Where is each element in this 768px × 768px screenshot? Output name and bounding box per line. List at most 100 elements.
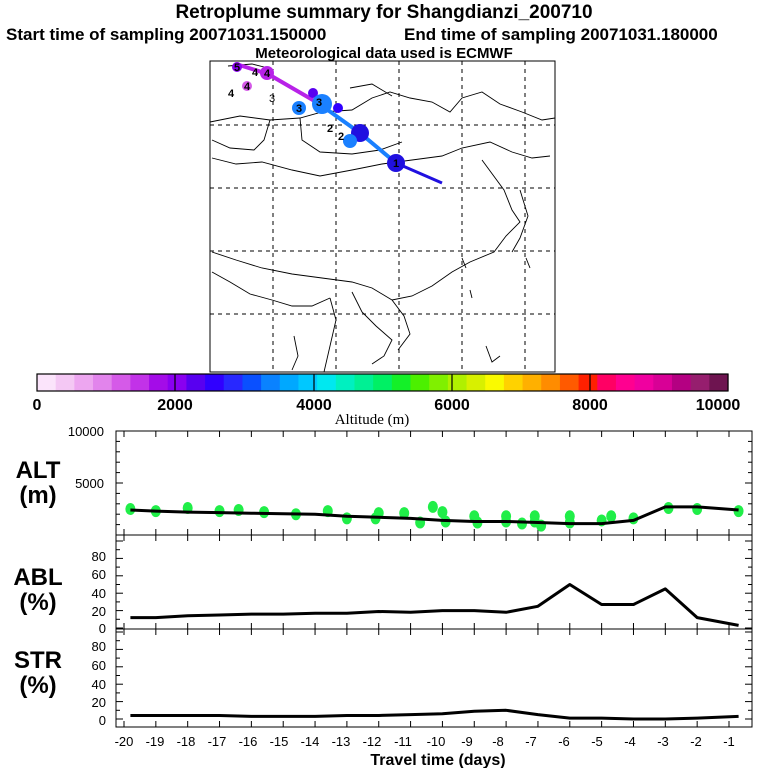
abl-ytick: 60 — [92, 567, 106, 582]
str-panel-frame — [115, 628, 753, 728]
abl-label: ABL — [13, 564, 62, 591]
colorbar-cell — [354, 374, 374, 391]
cluster-label: 4 — [252, 67, 259, 79]
x-tick-label: -13 — [332, 734, 351, 749]
colorbar-cell — [149, 374, 169, 391]
x-tick-labels: -20 -19 -18 -17 -16 -15 -14 -13 -12 -11 … — [115, 734, 735, 749]
colorbar-cell — [130, 374, 150, 391]
x-tick-label: -2 — [690, 734, 702, 749]
alt-scatter — [125, 500, 744, 532]
x-tick-label: -5 — [591, 734, 603, 749]
colorbar-cell — [261, 374, 281, 391]
str-ytick: 80 — [92, 639, 106, 654]
alt-scatter-point — [125, 503, 136, 515]
colorbar-cell — [709, 374, 729, 391]
abl-ytick: 40 — [92, 586, 106, 601]
colorbar-cell — [410, 374, 430, 391]
str-ytick: 40 — [92, 677, 106, 692]
colorbar-cell — [279, 374, 300, 391]
alt-scatter-point — [427, 500, 438, 513]
colorbar-cell — [242, 374, 262, 391]
abl-unit: (%) — [19, 589, 56, 616]
colorbar-cell — [615, 374, 636, 391]
cluster-label: 2 — [327, 123, 333, 135]
colorbar-cell — [429, 374, 449, 391]
colorbar-cell — [690, 374, 710, 391]
map-borders — [209, 63, 556, 373]
x-tick-label: -20 — [115, 734, 134, 749]
colorbar-cell — [485, 374, 505, 391]
series-lines — [130, 505, 739, 721]
x-tick-label: -10 — [427, 734, 446, 749]
colorbar-cell — [317, 374, 337, 391]
cluster-label: 4 — [264, 68, 271, 80]
str-ytick: 60 — [92, 658, 106, 673]
cluster-label: 4 — [244, 81, 251, 93]
x-tick-label: -18 — [177, 734, 196, 749]
abl-series-line — [130, 583, 739, 627]
colorbar-cell — [373, 374, 393, 391]
x-tick-label: -4 — [624, 734, 636, 749]
x-tick-label: -12 — [363, 734, 382, 749]
colorbar-cell — [597, 374, 617, 391]
start-time-label: Start time of sampling 20071031.150000 — [6, 25, 327, 44]
colorbar-cell — [541, 374, 561, 391]
colorbar-tick: 0 — [33, 397, 42, 414]
colorbar-label: Altitude (m) — [335, 412, 410, 428]
x-tick-label: -14 — [301, 734, 320, 749]
colorbar-tick: 2000 — [157, 397, 193, 414]
colorbar-cell — [578, 374, 598, 391]
x-tick-label: -11 — [394, 734, 412, 749]
trajectory-clusters — [232, 62, 405, 172]
met-data-label: Meteorological data used is ECMWF — [255, 45, 513, 62]
alt-series-line — [130, 505, 739, 526]
chart-title: Retroplume summary for Shangdianzi_20071… — [175, 2, 593, 23]
alt-label: ALT — [16, 457, 61, 484]
str-series-line — [130, 708, 739, 721]
map-frame — [209, 60, 556, 373]
x-axis-label: Travel time (days) — [370, 752, 505, 768]
colorbar-cell — [223, 374, 244, 391]
colorbar-cell — [298, 374, 318, 391]
colorbar-cell — [205, 374, 225, 391]
colorbar-cell — [671, 374, 692, 391]
cluster-label: 5 — [234, 62, 240, 74]
map-panel: 1 2 2 3 3 3 4 4 4 4 5 — [209, 60, 556, 373]
abl-ytick: 20 — [92, 604, 106, 619]
alt-scatter-point — [341, 512, 352, 525]
x-tick-label: -8 — [492, 734, 504, 749]
colorbar-cell — [466, 374, 486, 391]
colorbar-cell — [391, 374, 412, 391]
abl-ytick: 0 — [99, 621, 106, 636]
y-tick-labels: 10000 5000 80 60 40 20 0 80 60 40 20 0 — [68, 424, 106, 728]
str-ytick: 20 — [92, 695, 106, 710]
x-tick-label: -7 — [525, 734, 537, 749]
colorbar-cell — [186, 374, 206, 391]
x-tick-label: -19 — [146, 734, 165, 749]
colorbar-cell — [634, 374, 654, 391]
end-time-label: End time of sampling 20071031.180000 — [404, 25, 718, 44]
x-tick-label: -9 — [461, 734, 473, 749]
colorbar-tick: 10000 — [696, 397, 741, 414]
alt-ytick: 5000 — [75, 476, 104, 491]
panel-labels: ALT (m) ABL (%) STR (%) — [13, 457, 62, 699]
colorbar-cell — [111, 374, 131, 391]
axis-ticks — [116, 430, 752, 727]
colorbar-cells — [37, 374, 729, 391]
colorbar-cell — [522, 374, 542, 391]
colorbar-cell — [93, 374, 113, 391]
abl-ytick: 80 — [92, 549, 106, 564]
x-tick-label: -15 — [270, 734, 289, 749]
str-unit: (%) — [19, 672, 56, 699]
cluster-label: 3 — [296, 103, 302, 115]
timeseries-panels: ALT (m) ABL (%) STR (%) 10000 5000 80 60… — [13, 424, 753, 768]
colorbar-cell — [37, 374, 57, 391]
alt-scatter-point — [692, 503, 703, 515]
colorbar-tick: 4000 — [296, 397, 332, 414]
str-ytick: 0 — [99, 713, 106, 728]
str-label: STR — [14, 647, 62, 674]
colorbar-cell — [447, 374, 468, 391]
alt-ytick: 10000 — [68, 424, 104, 439]
colorbar-cell — [74, 374, 94, 391]
colorbar-cell — [55, 374, 75, 391]
